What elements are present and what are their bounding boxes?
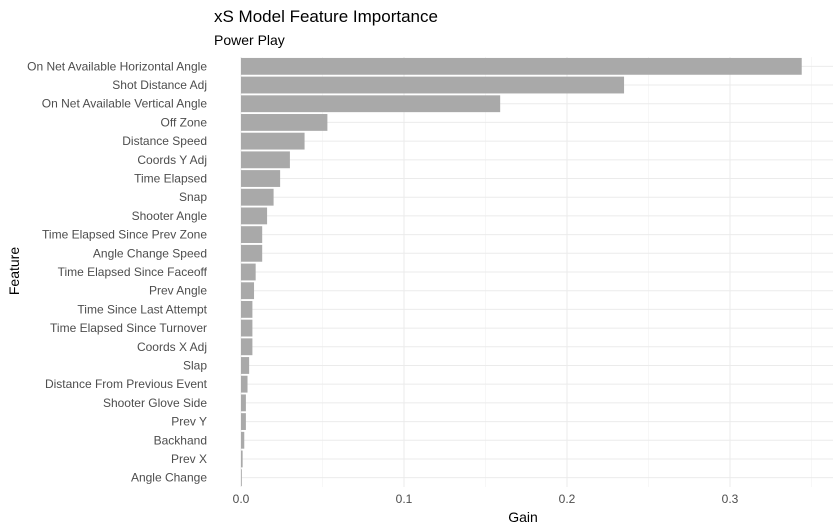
y-tick-label: Prev Y xyxy=(171,415,207,429)
bar xyxy=(241,188,274,206)
x-tick-labels: 0.0 0.1 0.2 0.3 xyxy=(233,492,739,506)
y-tick-label: Time Elapsed Since Faceoff xyxy=(58,265,208,279)
y-tick-label: Shot Distance Adj xyxy=(112,78,207,92)
bar xyxy=(241,57,802,75)
bar xyxy=(241,394,246,412)
y-tick-label: Backhand xyxy=(154,433,207,447)
y-tick-label: Coords Y Adj xyxy=(137,153,207,167)
grid-lines xyxy=(240,57,833,487)
bar xyxy=(241,132,305,150)
y-tick-label: Shooter Glove Side xyxy=(103,396,207,410)
bar xyxy=(241,300,253,318)
y-tick-label: Time Elapsed Since Turnover xyxy=(50,321,207,335)
y-tick-label: Distance Speed xyxy=(122,134,207,148)
x-tick-label: 0.0 xyxy=(233,492,250,506)
bar xyxy=(241,76,625,94)
chart-title: xS Model Feature Importance xyxy=(214,7,438,26)
x-tick-label: 0.3 xyxy=(722,492,739,506)
y-tick-label: Time Since Last Attempt xyxy=(77,302,207,316)
y-tick-label: Distance From Previous Event xyxy=(45,377,208,391)
y-tick-label: Snap xyxy=(179,190,207,204)
y-tick-labels: On Net Available Horizontal Angle Shot Di… xyxy=(27,59,208,484)
y-tick-label: Prev X xyxy=(171,452,207,466)
bar xyxy=(241,375,248,393)
bar xyxy=(241,469,242,487)
bar xyxy=(241,282,255,300)
y-tick-label: Shooter Angle xyxy=(132,209,208,223)
bar xyxy=(241,319,253,337)
bar xyxy=(241,413,246,430)
chart-subtitle: Power Play xyxy=(214,32,285,48)
x-tick-label: 0.2 xyxy=(559,492,576,506)
bar xyxy=(241,226,263,244)
x-tick-label: 0.1 xyxy=(396,492,413,506)
bar xyxy=(241,244,263,262)
y-tick-label: On Net Available Horizontal Angle xyxy=(27,59,207,73)
bar xyxy=(241,207,268,225)
y-axis-title: Feature xyxy=(6,247,22,295)
y-tick-label: On Net Available Vertical Angle xyxy=(42,97,208,111)
y-tick-label: Angle Change xyxy=(131,471,207,485)
y-tick-label: Off Zone xyxy=(161,115,208,129)
bar xyxy=(241,450,243,468)
y-tick-label: Slap xyxy=(183,358,207,372)
bar xyxy=(241,170,281,187)
y-tick-label: Angle Change Speed xyxy=(93,246,207,260)
x-axis-title: Gain xyxy=(508,509,538,525)
bar xyxy=(241,338,253,356)
bar xyxy=(241,431,245,449)
y-tick-label: Coords X Adj xyxy=(137,340,207,354)
bar xyxy=(241,95,501,113)
bar xyxy=(241,114,328,131)
bar xyxy=(241,357,250,374)
y-tick-label: Time Elapsed Since Prev Zone xyxy=(42,228,207,242)
bar xyxy=(241,151,290,169)
bar xyxy=(241,263,256,281)
y-tick-label: Prev Angle xyxy=(149,284,207,298)
y-tick-label: Time Elapsed xyxy=(134,172,207,186)
bars xyxy=(241,57,802,487)
